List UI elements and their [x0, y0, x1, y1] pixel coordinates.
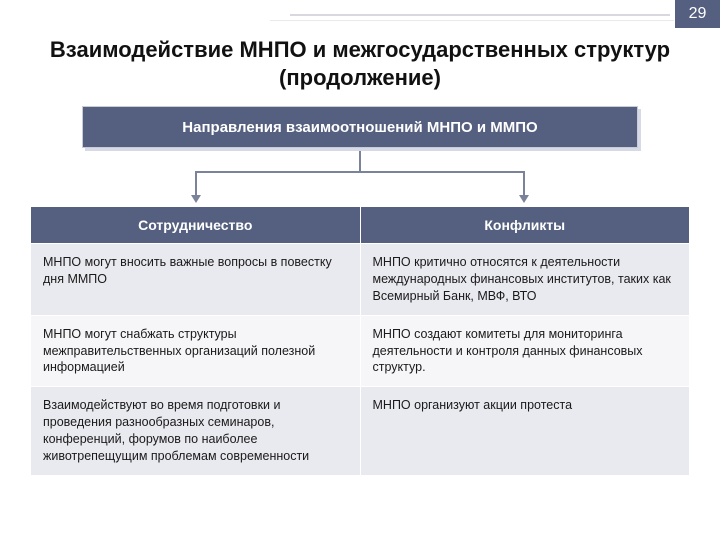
table-row: Взаимодействуют во время подготовки и пр… [31, 387, 690, 476]
decorative-line [290, 14, 670, 16]
col-header-cooperation: Сотрудничество [31, 207, 361, 244]
table-row: МНПО могут вносить важные вопросы в пове… [31, 244, 690, 316]
connector-line [523, 173, 525, 195]
table-cell: МНПО могут вносить важные вопросы в пове… [31, 244, 361, 316]
relations-header-box: Направления взаимоотношений МНПО и ММПО [82, 106, 638, 148]
connector-line [195, 171, 525, 173]
connector-line [195, 173, 197, 195]
decorative-line [270, 20, 690, 21]
arrowhead-icon [519, 195, 529, 203]
table-cell: МНПО создают комитеты для мониторинга де… [360, 315, 690, 387]
relations-header-label: Направления взаимоотношений МНПО и ММПО [182, 119, 537, 136]
table-cell: МНПО организуют акции протеста [360, 387, 690, 476]
page-number: 29 [674, 0, 720, 28]
col-header-conflicts: Конфликты [360, 207, 690, 244]
connector-line [359, 151, 361, 171]
arrowhead-icon [191, 195, 201, 203]
table-header-row: Сотрудничество Конфликты [31, 207, 690, 244]
comparison-table: Сотрудничество Конфликты МНПО могут внос… [30, 206, 690, 476]
table-cell: МНПО критично относятся к деятельности м… [360, 244, 690, 316]
table-cell: МНПО могут снабжать структуры межправите… [31, 315, 361, 387]
table-row: МНПО могут снабжать структуры межправите… [31, 315, 690, 387]
slide-title: Взаимодействие МНПО и межгосударственных… [0, 36, 720, 91]
table-cell: Взаимодействуют во время подготовки и пр… [31, 387, 361, 476]
